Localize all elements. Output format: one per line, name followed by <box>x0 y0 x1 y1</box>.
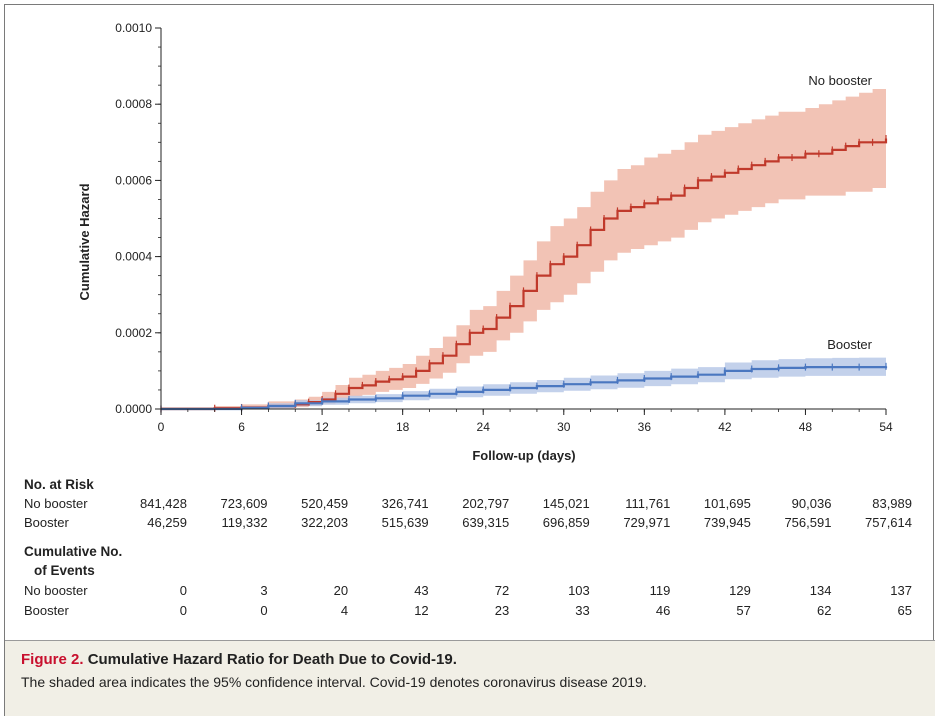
y-tick-label: 0.0002 <box>115 326 152 340</box>
event-count-value: 0 <box>180 603 187 618</box>
at-risk-value: 145,021 <box>543 496 590 511</box>
event-count-value: 137 <box>890 583 912 598</box>
at-risk-value: 515,639 <box>382 515 429 530</box>
risk-table: No. at Risk No booster Booster 841,428 72… <box>24 477 912 618</box>
y-tick-label: 0.0006 <box>115 173 152 187</box>
x-tick-label: 36 <box>638 420 652 434</box>
y-tick-label: 0.0010 <box>115 21 152 35</box>
confidence-bands <box>161 85 886 409</box>
at-risk-value: 729,971 <box>623 515 670 530</box>
events-row-label: Booster <box>24 603 69 618</box>
hazard-lines <box>160 134 888 413</box>
event-count-value: 65 <box>898 603 912 618</box>
event-count-value: 57 <box>736 603 750 618</box>
at-risk-value: 101,695 <box>704 496 751 511</box>
event-count-value: 43 <box>414 583 428 598</box>
y-tick-label: 0.0000 <box>115 402 152 416</box>
event-count-value: 103 <box>568 583 590 598</box>
at-risk-value: 520,459 <box>301 496 348 511</box>
caption-title-text: Cumulative Hazard Ratio for Death Due to… <box>87 651 457 668</box>
event-count-value: 3 <box>260 583 267 598</box>
at-risk-value: 111,761 <box>625 496 670 511</box>
events-values: 0 3 20 43 72 103 119 129 134 137 0 0 4 12 23 33 46 57 62 65 <box>180 583 912 618</box>
event-count-value: 0 <box>260 603 267 618</box>
at-risk-value: 202,797 <box>462 496 509 511</box>
event-count-value: 0 <box>180 583 187 598</box>
at-risk-value: 90,036 <box>792 496 832 511</box>
event-count-value: 134 <box>810 583 832 598</box>
at-risk-value: 639,315 <box>462 515 509 530</box>
at-risk-value: 46,259 <box>147 515 187 530</box>
at-risk-value: 841,428 <box>140 496 187 511</box>
x-tick-label: 12 <box>315 420 329 434</box>
chart: 0.0000 0.0002 0.0004 0.0006 0.0008 0.0010 0 6 12… <box>24 21 912 618</box>
y-tick-label: 0.0004 <box>115 250 152 264</box>
event-count-value: 62 <box>817 603 831 618</box>
events-header: Cumulative No. <box>24 544 122 559</box>
y-tick-label: 0.0008 <box>115 97 152 111</box>
figure-caption: Figure 2. Cumulative Hazard Ratio for De… <box>5 640 935 716</box>
at-risk-value: 119,332 <box>222 515 268 530</box>
y-axis-label: Cumulative Hazard <box>77 183 92 300</box>
x-tick-label: 18 <box>396 420 410 434</box>
at-risk-row-label: No booster <box>24 496 88 511</box>
caption-title: Figure 2. Cumulative Hazard Ratio for De… <box>21 651 919 668</box>
event-count-value: 129 <box>729 583 751 598</box>
x-tick-label: 24 <box>477 420 491 434</box>
series-label-booster: Booster <box>827 337 872 352</box>
at-risk-value: 326,741 <box>382 496 429 511</box>
ci-band-booster <box>161 356 886 409</box>
at-risk-value: 757,614 <box>865 515 912 530</box>
at-risk-values: 841,428 723,609 520,459 326,741 202,797 145,0… <box>140 496 912 530</box>
x-tick-label: 42 <box>718 420 732 434</box>
figure-label: Figure 2. <box>21 651 84 668</box>
x-tick-label: 54 <box>879 420 893 434</box>
at-risk-value: 696,859 <box>543 515 590 530</box>
x-axis-label: Follow-up (days) <box>472 448 575 463</box>
at-risk-value: 83,989 <box>872 496 912 511</box>
at-risk-value: 756,591 <box>784 515 831 530</box>
event-count-value: 72 <box>495 583 509 598</box>
x-tick-label: 48 <box>799 420 813 434</box>
event-count-value: 4 <box>341 603 348 618</box>
at-risk-row-label: Booster <box>24 515 69 530</box>
event-count-value: 119 <box>650 583 671 598</box>
events-header: of Events <box>34 563 95 578</box>
at-risk-header: No. at Risk <box>24 477 94 492</box>
ci-band-no-booster <box>161 85 886 409</box>
event-count-value: 23 <box>495 603 509 618</box>
caption-body: The shaded area indicates the 95% confid… <box>21 674 647 690</box>
series-label-no-booster: No booster <box>808 73 872 88</box>
event-count-value: 33 <box>575 603 589 618</box>
x-tick-label: 0 <box>158 420 165 434</box>
event-count-value: 46 <box>656 603 670 618</box>
event-count-value: 12 <box>414 603 428 618</box>
at-risk-value: 322,203 <box>301 515 348 530</box>
event-count-value: 20 <box>334 583 348 598</box>
x-tick-label: 30 <box>557 420 571 434</box>
at-risk-value: 739,945 <box>704 515 751 530</box>
events-row-label: No booster <box>24 583 88 598</box>
axes: 0.0000 0.0002 0.0004 0.0006 0.0008 0.0010 0 6 12… <box>115 21 893 434</box>
at-risk-value: 723,609 <box>221 496 268 511</box>
x-tick-label: 6 <box>238 420 245 434</box>
